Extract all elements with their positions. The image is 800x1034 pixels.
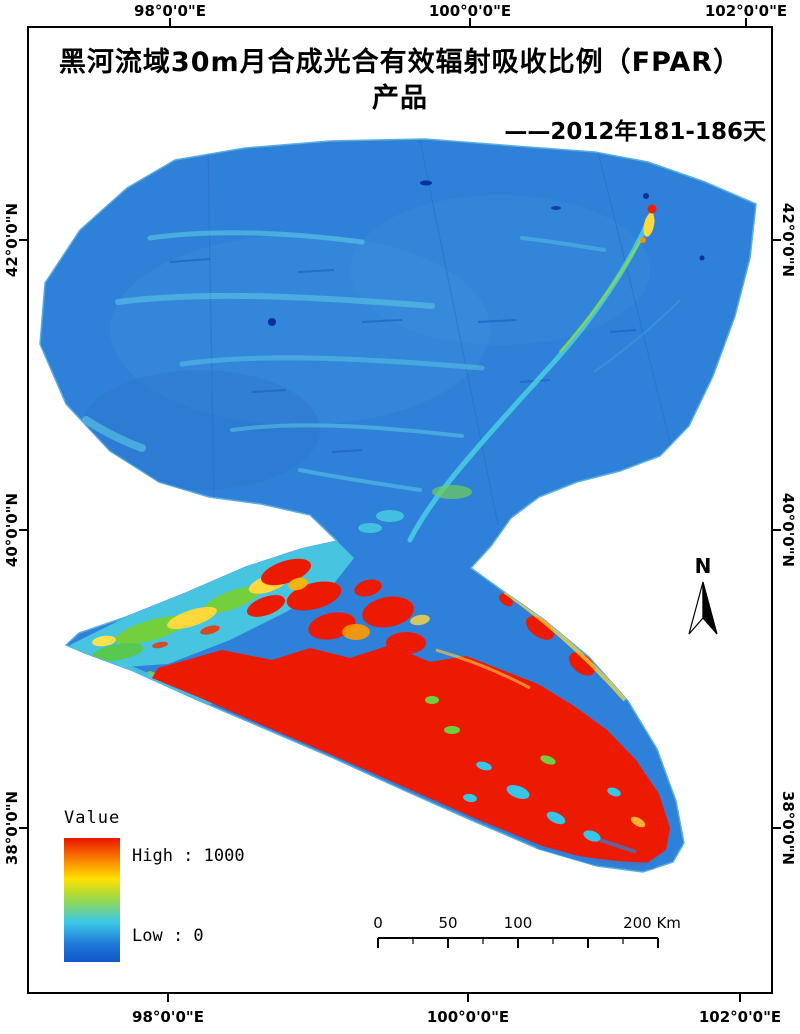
river-trace: [358, 204, 681, 543]
scale-label-200km: 200 Km: [623, 914, 681, 932]
basin-raster: [39, 138, 757, 873]
grid-label-top-98e: 98°0'0"E: [134, 2, 206, 20]
legend-gradient-bar: [64, 838, 120, 962]
north-arrow-label: N: [694, 554, 712, 578]
scale-label-50: 50: [438, 914, 458, 932]
grid-label-top-102e: 102°0'0"E: [704, 2, 788, 20]
grid-label-bottom-98e: 98°0'0"E: [132, 1008, 204, 1026]
scale-bar: [377, 937, 659, 948]
grid-label-right-40n: 40°0'0"N: [779, 492, 797, 568]
grid-label-left-42n: 42°0'0"N: [3, 202, 21, 278]
grid-label-top-100e: 100°0'0"E: [428, 2, 512, 20]
grid-label-left-38n: 38°0'0"N: [3, 790, 21, 866]
legend-low-label: Low : 0: [132, 926, 204, 946]
grid-label-bottom-100e: 100°0'0"E: [426, 1008, 510, 1026]
grid-label-left-40n: 40°0'0"N: [3, 492, 21, 568]
high-fpar-region: [152, 558, 670, 866]
graticule-ticks: [19, 18, 781, 1002]
grid-label-right-42n: 42°0'0"N: [779, 202, 797, 278]
map-frame: [27, 26, 773, 994]
map-subtitle: ——2012年181-186天: [504, 119, 766, 145]
grid-label-bottom-102e: 102°0'0"E: [698, 1008, 782, 1026]
legend-title: Value: [64, 808, 121, 828]
legend-high-label: High : 1000: [132, 846, 245, 866]
map-title-line2: 产品: [372, 83, 428, 114]
map-title-line1: 黑河流域30m月合成光合有效辐射吸收比例（FPAR）: [58, 47, 742, 78]
scale-label-0: 0: [373, 914, 383, 932]
scale-label-100: 100: [503, 914, 533, 932]
grid-label-right-38n: 38°0'0"N: [779, 790, 797, 866]
north-arrow: [688, 581, 718, 635]
